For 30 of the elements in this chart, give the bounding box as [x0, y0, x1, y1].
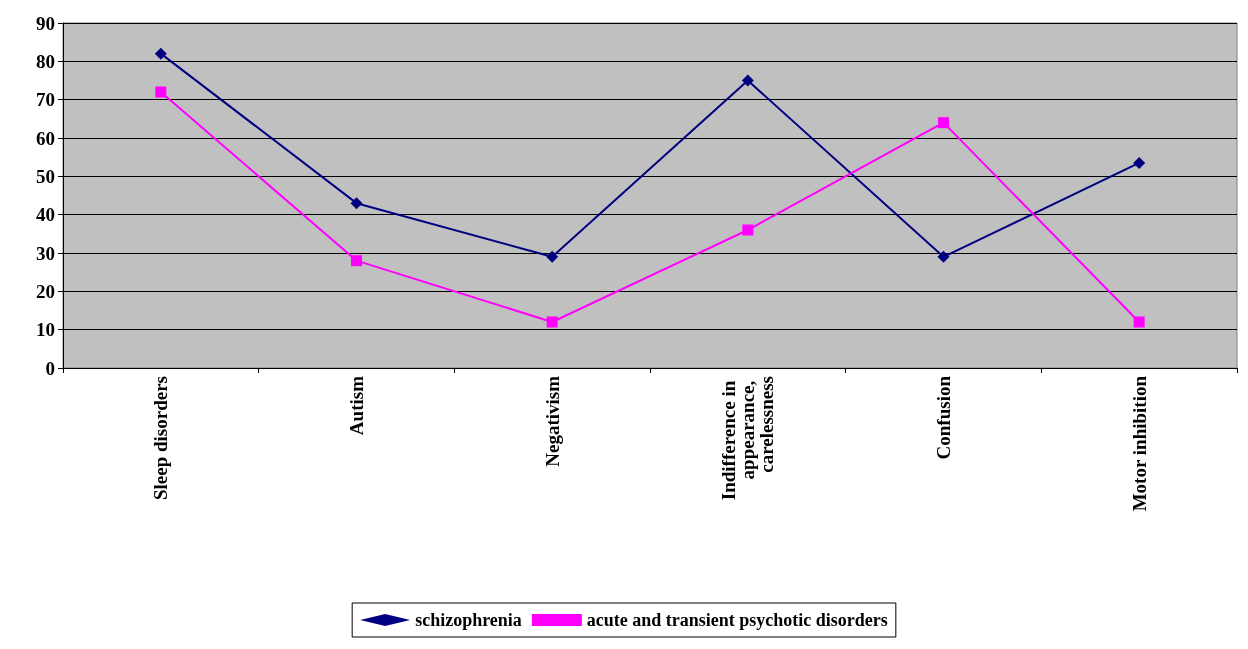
point: [1133, 156, 1146, 169]
y-tick-label: 40: [36, 204, 55, 226]
y-tick-label: 10: [36, 319, 55, 341]
point: [938, 117, 949, 129]
point: [546, 250, 559, 263]
y-tick-label: 80: [36, 50, 55, 72]
y-tick-label: 50: [36, 165, 55, 187]
y-tick-label: 20: [36, 280, 55, 302]
point: [546, 316, 558, 328]
y-tick-label: 70: [36, 89, 55, 111]
y-tick-label: 60: [36, 127, 55, 149]
x-tick-label: Indifference in appearance, carelessness: [718, 376, 778, 501]
point: [155, 86, 167, 98]
point: [351, 255, 362, 267]
x-tick-label: Negativism: [541, 375, 563, 467]
legend-label: acute and transient psychotic disorders: [586, 610, 888, 630]
y-tick-label: 90: [36, 12, 55, 34]
point: [350, 197, 363, 210]
y-tick-label: 0: [45, 357, 55, 379]
x-tick-label: Sleep disorders: [150, 376, 172, 501]
x-tick-label: Motor inhibition: [1128, 375, 1150, 512]
y-tick-label: 30: [36, 242, 55, 264]
point: [937, 250, 950, 263]
x-tick-label: Confusion: [933, 375, 954, 460]
x-tick-label: Autism: [346, 375, 367, 436]
point: [154, 47, 167, 60]
point: [1133, 316, 1145, 328]
legend-label: schizophrenia: [415, 610, 522, 630]
point: [742, 224, 754, 236]
point: [741, 74, 754, 87]
